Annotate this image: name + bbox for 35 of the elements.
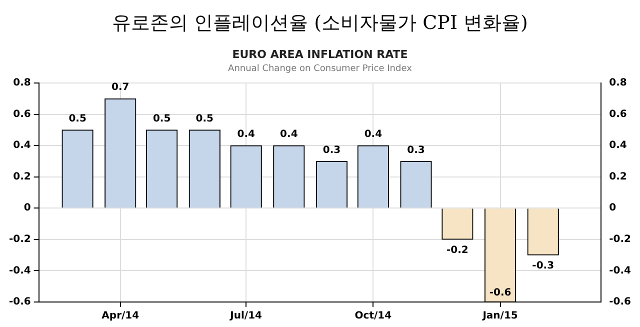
x-tick-label: Apr/14 [102,310,140,322]
x-tick-label: Jan/15 [482,310,518,322]
y2-tick-label: 0.2 [609,171,627,182]
x-tick-label: Jul/14 [229,310,262,322]
y-tick-label: 0.2 [13,171,31,182]
y-tick-label: -0.6 [8,296,31,308]
y2-tick-label: -0.4 [609,265,632,276]
data-label: 0.5 [68,114,86,125]
y2-tick-label: 0.8 [609,78,627,89]
y2-tick-label: 0.6 [609,108,627,120]
data-label: 0.5 [196,114,214,125]
data-label: 0.4 [364,129,382,140]
y2-tick-label: -0.6 [609,296,632,308]
y-tick-label: 0.8 [13,78,31,89]
data-label: 0.7 [112,82,130,94]
y-tick-label: 0.4 [13,140,31,152]
chart-subtitle: EURO AREA INFLATION RATE [231,48,409,61]
y-tick-label: 0 [24,202,31,214]
data-label: -0.2 [446,245,468,256]
chart-title: 유로존의 인플레이션율 (소비자물가 CPI 변화율) [111,11,529,36]
text: Annual Change on Consumer Price Index [227,64,413,74]
data-label: -0.6 [489,288,512,299]
data-label: 0.4 [280,129,298,140]
y-tick-label: -0.4 [8,265,31,276]
y-tick-label: -0.2 [8,234,31,246]
y2-tick-label: 0.4 [609,140,627,152]
data-label: 0.3 [322,144,341,156]
y2-tick-label: -0.2 [609,234,632,246]
y-tick-label: 0.6 [13,108,31,120]
y2-tick-label: 0 [609,202,616,214]
data-label: 0.4 [237,129,255,140]
data-label: 0.3 [407,144,425,156]
data-label: -0.3 [532,260,554,272]
x-tick-label: Oct/14 [354,310,392,322]
data-label: 0.5 [152,114,171,125]
